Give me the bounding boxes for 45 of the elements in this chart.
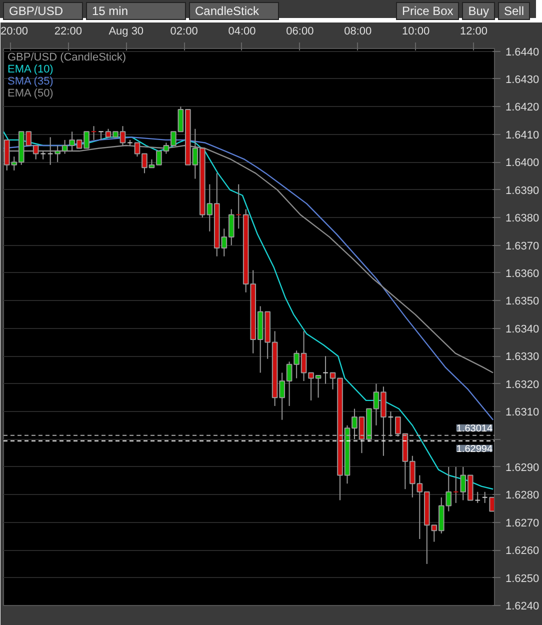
candlestick [388,411,394,437]
candlestick [47,136,54,166]
y-tick-label: 1.6430 [506,74,540,86]
x-tick-label: 10:00 [402,26,430,38]
y-tick-label: 1.6240 [506,600,540,612]
text: Price Box [396,2,460,20]
text: Buy [462,2,495,20]
text: EMA (50) [8,88,54,100]
y-tick-label: 1.6270 [506,517,540,530]
y-tick-label: 1.6280 [506,490,540,502]
y-tick-label: 1.6400 [506,157,540,170]
y-tick-label: 1.6290 [506,462,540,474]
candlestick [322,356,328,384]
chart-title: GBP/USD [3,2,83,20]
text: 15 min [86,2,186,20]
y-tick-label: 1.6420 [506,102,540,114]
text: GBP/USD (CandleStick) [8,52,126,64]
x-tick-label: 04:00 [228,26,256,38]
y-tick-label: 1.6350 [506,296,540,308]
candlestick [489,496,494,512]
text: CandleStick [189,2,279,20]
x-tick-label: 20:00 [0,26,28,38]
x-tick-label: 22:00 [54,26,82,38]
x-tick-label: 06:00 [286,26,314,38]
text: SMA (35) [8,76,54,88]
y-tick-label: 1.6390 [506,184,540,197]
y-tick-label: 1.6410 [506,129,540,142]
y-tick-label: 1.6370 [506,240,540,252]
y-tick-label: 1.6380 [506,212,540,225]
y-tick-label: 1.6250 [506,572,540,585]
y-tick-label: 1.6330 [506,351,540,364]
candlestick [90,126,97,140]
text: EMA (10) [8,64,54,76]
text: Sell [498,2,530,20]
x-tick-label: Aug 30 [108,26,144,38]
x-tick-label: 02:00 [170,26,198,38]
x-tick-label: 08:00 [344,26,372,38]
x-tick-label: 12:00 [460,26,488,38]
y-tick-label: 1.6260 [506,545,540,558]
y-tick-label: 1.6360 [506,268,540,280]
y-tick-label: 1.6340 [506,323,540,336]
candlestick [98,131,104,140]
y-tick-label: 1.6310 [506,406,540,419]
y-tick-label: 1.6320 [506,378,540,391]
y-tick-label: 1.6440 [506,46,540,58]
